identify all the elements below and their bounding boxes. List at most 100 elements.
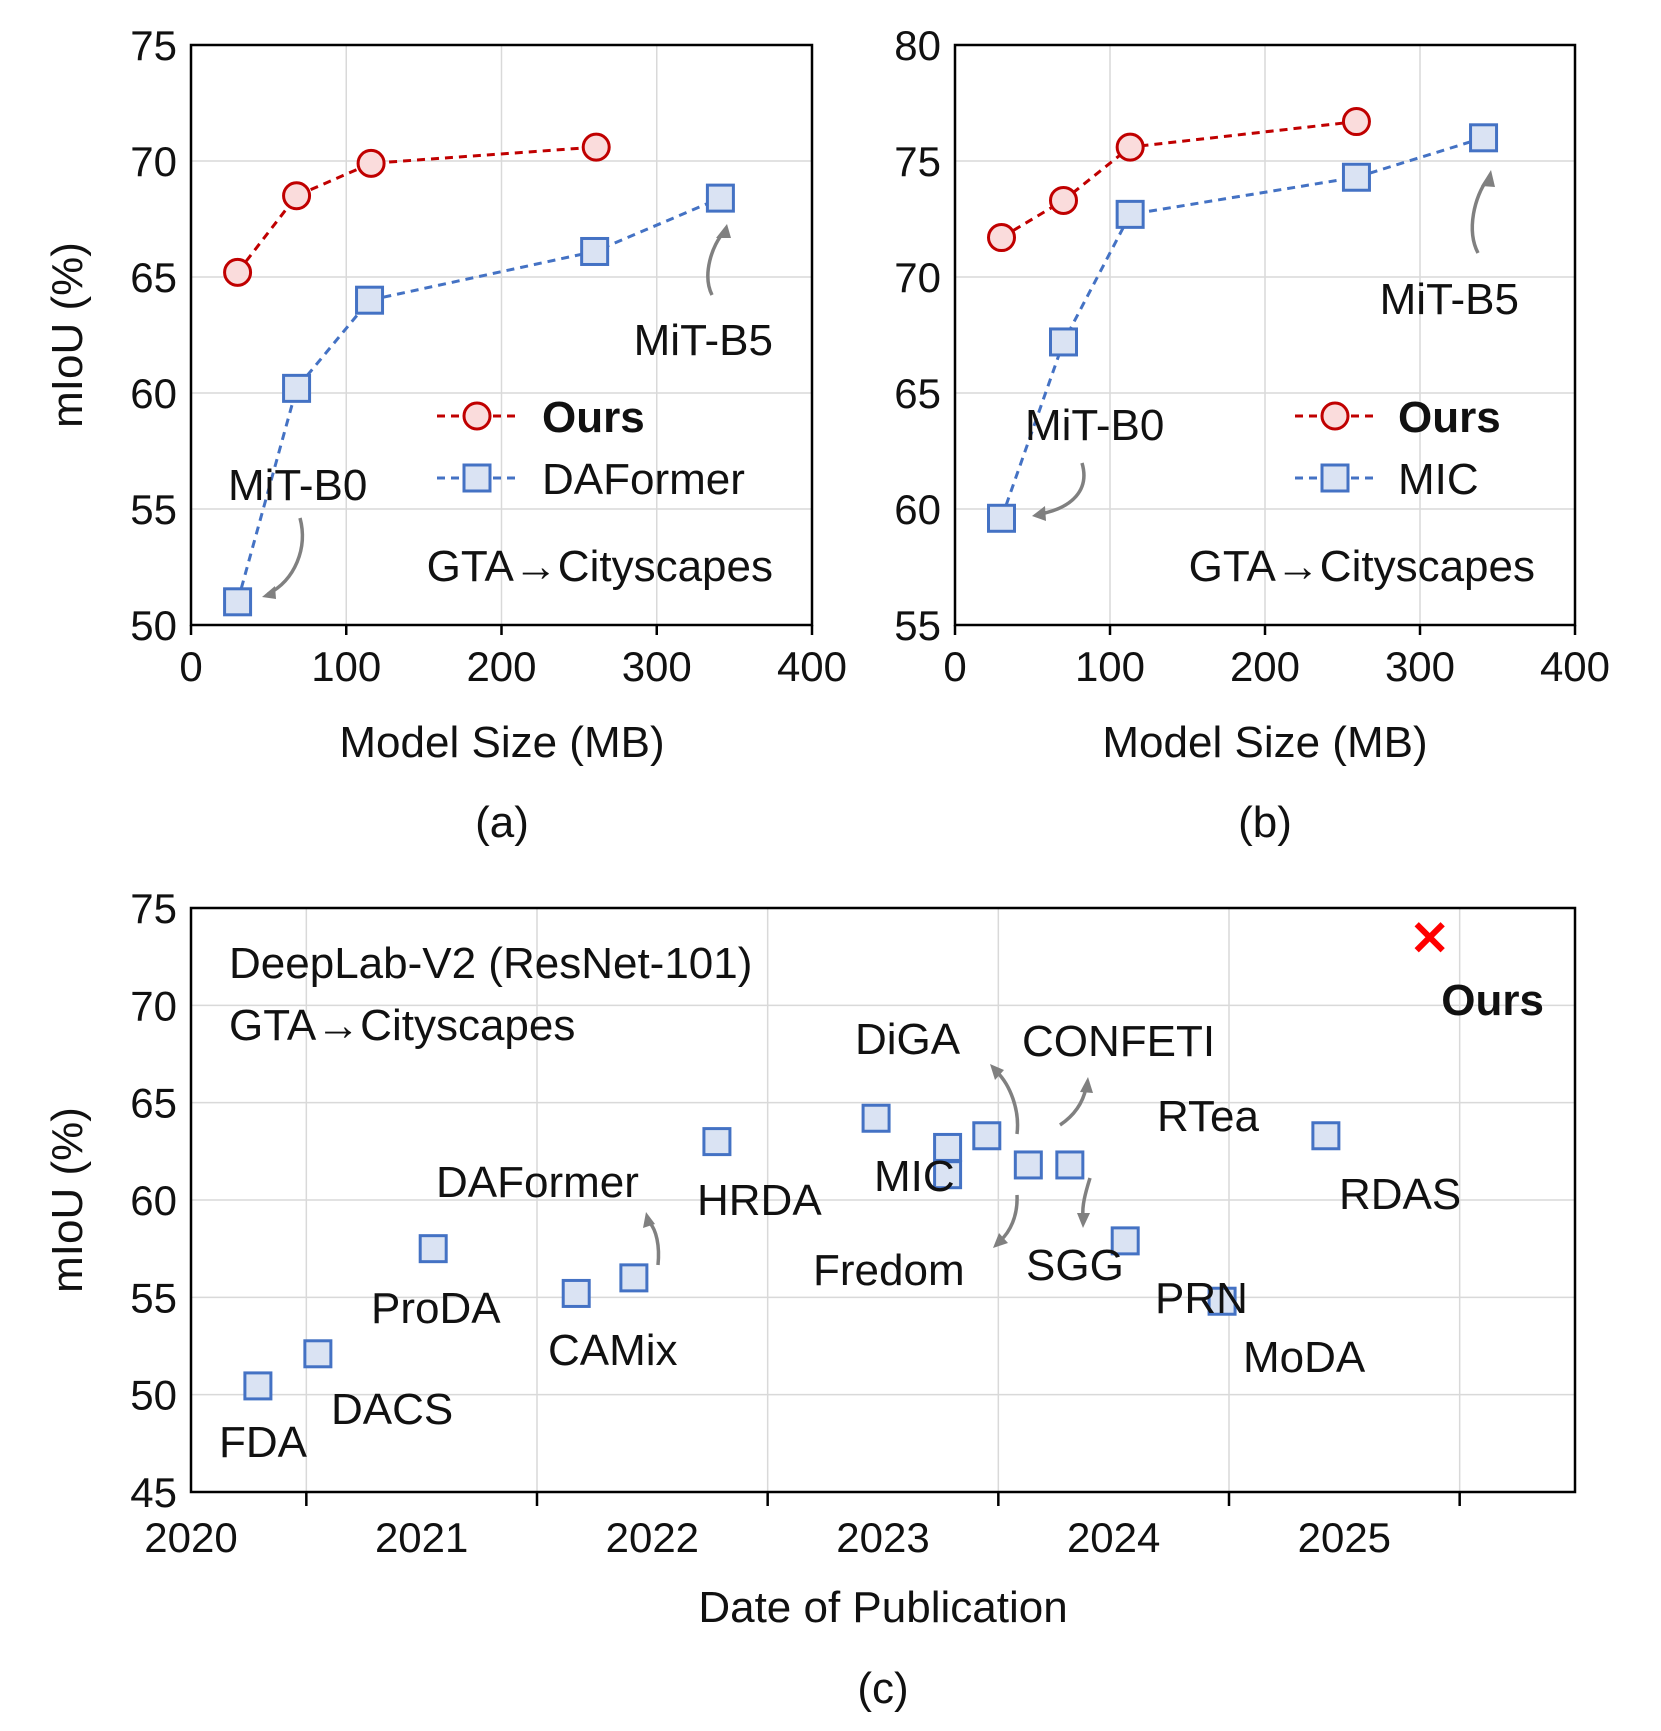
arrow-fredom xyxy=(998,1194,1019,1243)
plot-frame-c xyxy=(189,906,1577,1494)
point-ours-b xyxy=(1049,185,1078,215)
legend-a: Ours DAFormer xyxy=(437,393,745,504)
y-axis-label-a: mIoU (%) xyxy=(43,242,92,428)
x-axis-label-a: Model Size (MB) xyxy=(339,718,664,767)
x-tick-label-c: 2024 xyxy=(1067,1514,1160,1561)
point-label-rtea: RTea xyxy=(1157,1092,1259,1141)
legend-b: Ours MIC xyxy=(1295,393,1501,504)
point-prn-c xyxy=(1110,1226,1140,1256)
x-tick-label-a: 300 xyxy=(622,643,692,690)
point-hrda-c xyxy=(702,1127,732,1157)
point-rdas-c xyxy=(1311,1121,1341,1151)
y-tick-label-c: 50 xyxy=(130,1372,177,1419)
point-daformer-a xyxy=(355,285,385,315)
point-label-diga: DiGA xyxy=(855,1015,961,1064)
y-tick-label-b: 70 xyxy=(894,254,941,301)
point-ours-a xyxy=(223,257,253,287)
series-line-mic-b xyxy=(1000,136,1484,519)
x-tick-label-b: 200 xyxy=(1230,643,1300,690)
panel-b: 55 60 65 70 75 80 0 100 200 300 400 Model Size (MB… xyxy=(894,22,1610,847)
x-tick-label-a: 0 xyxy=(179,643,202,690)
y-tick-label-c: 55 xyxy=(130,1274,177,1321)
caption-a: (a) xyxy=(475,798,529,847)
y-tick-label-b: 60 xyxy=(894,486,941,533)
point-daformer-a xyxy=(580,236,610,266)
point-label-hrda: HRDA xyxy=(697,1176,822,1225)
y-tick-label-a: 70 xyxy=(130,138,177,185)
points-c xyxy=(243,922,1445,1401)
inset-text-b: GTA→Cityscapes xyxy=(1189,542,1535,591)
point-moda-c xyxy=(1207,1286,1237,1316)
point-label-daformer: DAFormer xyxy=(436,1158,639,1207)
x-tick-label-b: 0 xyxy=(943,643,966,690)
point-daformer-a xyxy=(705,183,735,213)
panel-a: 50 55 60 65 70 75 0 100 200 300 400 mIoU (%) Model… xyxy=(43,22,847,847)
point-mic-b xyxy=(1115,199,1145,229)
arrowhead-mit-b5-b xyxy=(1481,170,1495,187)
annotation-mit-b0-a: MiT-B0 xyxy=(228,461,367,510)
point-ours-a xyxy=(581,132,611,162)
annotation-mit-b0-b: MiT-B0 xyxy=(1025,401,1164,450)
arrowhead-mit-b0-b xyxy=(1032,506,1046,521)
point-fda-c xyxy=(243,1371,273,1401)
arrowhead-mit-b0-a xyxy=(262,586,276,599)
point-sgg-c xyxy=(1013,1150,1043,1180)
y-tick-label-b: 55 xyxy=(894,602,941,649)
point-fredom-c xyxy=(933,1160,963,1190)
series-b xyxy=(987,107,1499,533)
inset-text-a: GTA→Cityscapes xyxy=(427,542,773,591)
arrow-daformer xyxy=(648,1221,661,1266)
arrowhead-diga xyxy=(990,1064,1004,1080)
point-mic-b xyxy=(1469,123,1499,153)
point-label-prn: PRN xyxy=(1155,1274,1248,1323)
ticks-a: 50 55 60 65 70 75 0 100 200 300 400 xyxy=(130,22,847,690)
x-tick-label-c: 2022 xyxy=(606,1514,699,1561)
legend-label-mic-b: MIC xyxy=(1398,455,1479,504)
point-label-confeti: CONFETI xyxy=(1022,1017,1215,1066)
title-line-2-c: GTA→Cityscapes xyxy=(229,1001,575,1050)
point-mic-b xyxy=(1341,162,1371,192)
y-tick-label-c: 75 xyxy=(130,885,177,932)
point-ours-a xyxy=(282,181,312,211)
point-daformer-a xyxy=(223,587,253,617)
y-tick-label-c: 65 xyxy=(130,1080,177,1127)
y-tick-label-a: 75 xyxy=(130,22,177,69)
arrowhead-fredom xyxy=(993,1233,1008,1248)
series-a xyxy=(223,132,735,617)
x-axis-label-c: Date of Publication xyxy=(698,1583,1067,1632)
legend-label-ours-a: Ours xyxy=(542,393,645,442)
y-tick-label-a: 50 xyxy=(130,602,177,649)
y-axis-label-c: mIoU (%) xyxy=(43,1107,92,1293)
x-tick-label-a: 400 xyxy=(777,643,847,690)
arrowhead-daformer xyxy=(643,1212,655,1228)
arrowhead-sgg xyxy=(1077,1213,1090,1228)
x-tick-label-c: 2020 xyxy=(144,1514,237,1561)
caption-c: (c) xyxy=(857,1664,908,1713)
point-mic-b xyxy=(1049,327,1078,357)
y-tick-label-a: 65 xyxy=(130,254,177,301)
arrow-mit-b5-a xyxy=(706,230,726,296)
legend-marker-ours-a xyxy=(462,401,492,431)
point-camix-c xyxy=(561,1278,591,1308)
point-label-fredom: Fredom xyxy=(813,1246,965,1295)
annotation-mit-b5-a: MiT-B5 xyxy=(634,316,773,365)
series-line-daformer-a xyxy=(236,196,721,603)
arrowhead-mit-b5-a xyxy=(716,224,731,238)
ticks-b: 55 60 65 70 75 80 0 100 200 300 400 xyxy=(894,22,1610,690)
point-mic-b xyxy=(987,503,1016,533)
legend-marker-mic-b xyxy=(1320,463,1350,493)
arrow-mit-b5-b xyxy=(1470,178,1489,254)
point-label-dacs: DACS xyxy=(331,1385,453,1434)
y-tick-label-b: 80 xyxy=(894,22,941,69)
x-tick-label-c: 2023 xyxy=(836,1514,929,1561)
series-line-ours-b xyxy=(1000,120,1357,239)
point-rtea-c xyxy=(1055,1150,1085,1180)
arrow-diga xyxy=(995,1070,1020,1135)
x-tick-label-c: 2021 xyxy=(375,1514,468,1561)
x-axis-label-b: Model Size (MB) xyxy=(1102,718,1427,767)
point-label-fda: FDA xyxy=(219,1418,308,1467)
y-tick-label-a: 55 xyxy=(130,486,177,533)
y-tick-label-b: 75 xyxy=(894,138,941,185)
x-tick-label-a: 100 xyxy=(311,643,381,690)
legend-marker-daformer-a xyxy=(462,463,492,493)
